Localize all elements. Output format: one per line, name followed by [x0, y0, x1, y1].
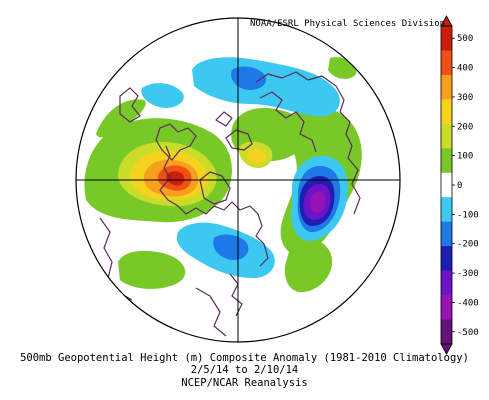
- negative-anomaly-arctic: [192, 57, 340, 117]
- coastline-east-asia: [259, 91, 317, 153]
- colorbar-swatch: [441, 148, 452, 174]
- positive-anomaly-northwest: [96, 99, 146, 138]
- caption-title: 500mb Geopotential Height (m) Composite …: [20, 352, 469, 364]
- colorbar-swatch: [441, 295, 452, 321]
- colorbar-tick-label: 500: [457, 34, 473, 44]
- graticule: [76, 18, 400, 342]
- ridge-anomaly-500: [166, 171, 185, 186]
- colorbar: 500 400 300 200 100 0 -100 -200 -300 -400 -500: [440, 15, 479, 355]
- caption-source: NCEP/NCAR Reanalysis: [181, 377, 308, 389]
- positive-anomaly-south: [284, 238, 333, 293]
- colorbar-tick-label: 400: [457, 64, 473, 74]
- colorbar-tick-label: 300: [457, 93, 473, 103]
- colorbar-tick-label: -500: [457, 328, 479, 338]
- colorbar-swatch: [441, 246, 452, 272]
- negative-anomaly-pacific-core: [213, 234, 249, 260]
- coastline-north-america: [159, 145, 269, 267]
- colorbar-swatch: [441, 221, 452, 247]
- coastline-asia: [255, 71, 361, 215]
- colorbar-swatch: [441, 197, 452, 223]
- colorbar-tick-label: 200: [457, 122, 473, 132]
- positive-anomaly-southwest: [118, 250, 186, 289]
- coastline-central-america: [229, 273, 243, 317]
- colorbar-swatch: [441, 74, 452, 100]
- colorbar-swatch: [441, 99, 452, 125]
- colorbar-tick-label: 100: [457, 152, 473, 162]
- negative-anomaly-northwest-arc: [141, 83, 184, 108]
- colorbar-swatch: [441, 270, 452, 296]
- credit-text: NOAA/ESRL Physical Sciences Division: [250, 19, 446, 29]
- colorbar-swatch: [441, 26, 452, 51]
- coastline-greenland: [199, 171, 231, 205]
- coastline-europe: [155, 123, 197, 161]
- colorbar-tick-label: -300: [457, 269, 479, 279]
- coastline-middle-east: [119, 87, 141, 123]
- coastline-arctic-islands: [215, 111, 253, 151]
- colorbar-swatch: [441, 319, 452, 345]
- colorbar-tick-label: -200: [457, 240, 479, 250]
- caption-date-range: 2/5/14 to 2/10/14: [190, 364, 299, 376]
- coastline-south-america: [195, 287, 227, 337]
- colorbar-swatch: [441, 50, 452, 76]
- colorbar-tick-label: -100: [457, 210, 479, 220]
- colorbar-swatch: [441, 172, 452, 198]
- negative-anomaly-arctic-core: [231, 66, 267, 90]
- colorbar-tick-label: 0: [457, 181, 462, 191]
- map-frame: [75, 17, 401, 343]
- colorbar-tick-label: -400: [457, 298, 479, 308]
- ridge-anomaly-north-300: [247, 149, 267, 164]
- negative-anomaly-siberia-400: [310, 191, 326, 213]
- colorbar-swatch: [441, 123, 452, 149]
